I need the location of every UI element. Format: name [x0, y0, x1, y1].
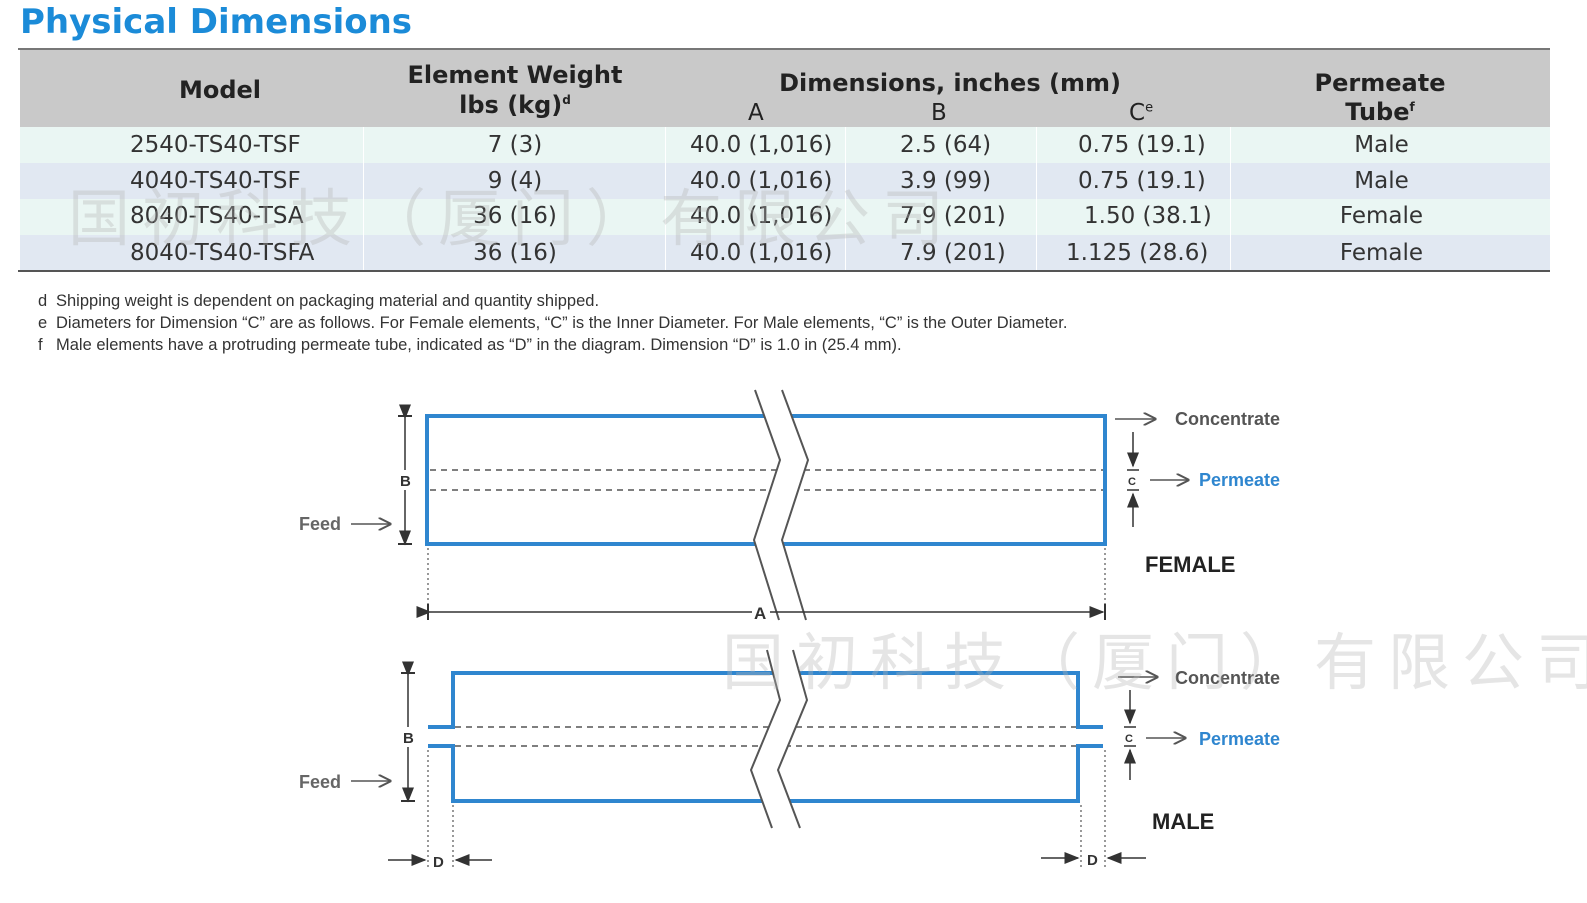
- cell-tube: Male: [1354, 168, 1409, 194]
- footnote-e: e Diameters for Dimension “C” are as foll…: [38, 314, 1068, 332]
- cell-dim-b: 2.5 (64): [900, 132, 992, 158]
- cell-dim-b: 7.9 (201): [900, 240, 1006, 266]
- page-title: Physical Dimensions: [20, 2, 413, 42]
- cell-weight: 9 (4): [487, 168, 543, 194]
- cell-model: 2540-TS40-TSF: [130, 132, 301, 158]
- male-dim-d-left-label: D: [433, 854, 444, 871]
- title-divider: [18, 48, 1550, 50]
- male-feed-label: Feed: [299, 772, 341, 792]
- cell-tube: Male: [1354, 132, 1409, 158]
- male-dim-c-label: C: [1125, 733, 1133, 745]
- footnote-f: f Male elements have a protruding permeat…: [38, 336, 902, 354]
- cell-dim-c: 0.75 (19.1): [1078, 168, 1206, 194]
- cell-dim-a: 40.0 (1,016): [690, 203, 833, 229]
- male-dim-d-right-label: D: [1087, 852, 1098, 869]
- female-concentrate-label: Concentrate: [1175, 409, 1280, 429]
- cell-dim-b: 3.9 (99): [900, 168, 992, 194]
- cell-dim-a: 40.0 (1,016): [690, 168, 833, 194]
- female-feed-label: Feed: [299, 514, 341, 534]
- female-element: [425, 389, 1107, 621]
- column-separator: [1230, 127, 1231, 272]
- female-dim-c-label: C: [1128, 476, 1136, 488]
- male-concentrate-label: Concentrate: [1175, 668, 1280, 688]
- male-permeate-label: Permeate: [1199, 729, 1280, 749]
- footnote-d: d Shipping weight is dependent on packagi…: [38, 292, 600, 310]
- cell-model: 8040-TS40-TSA: [130, 203, 304, 229]
- header-weight-line1: Element Weight: [407, 61, 623, 89]
- male-label: MALE: [1152, 809, 1214, 834]
- cell-weight: 36 (16): [473, 240, 557, 266]
- cell-dim-c: 1.50 (38.1): [1084, 203, 1212, 229]
- male-dim-b-label: B: [403, 730, 414, 747]
- column-separator: [845, 127, 846, 272]
- female-dim-b-label: B: [400, 473, 411, 490]
- header-weight-line2: lbs (kg)d: [459, 91, 571, 119]
- column-separator: [665, 127, 666, 272]
- cell-dim-a: 40.0 (1,016): [690, 240, 833, 266]
- table-header: Model Element Weight lbs (kg)d Dimension…: [20, 50, 1550, 127]
- header-tube-line2: Tubef: [1345, 98, 1415, 126]
- table-bottom-rule: [18, 270, 1550, 272]
- header-dim-b: B: [931, 100, 947, 126]
- header-tube-line1: Permeate: [1314, 69, 1446, 97]
- table-row: 8040-TS40-TSFA 36 (16) 40.0 (1,016) 7.9 …: [20, 235, 1550, 271]
- cell-model: 8040-TS40-TSFA: [130, 240, 315, 266]
- column-separator: [363, 127, 364, 272]
- header-dim-a: A: [748, 100, 764, 126]
- female-label: FEMALE: [1145, 552, 1235, 577]
- column-separator: [1036, 127, 1037, 272]
- cell-dim-c: 1.125 (28.6): [1066, 240, 1209, 266]
- cell-dim-c: 0.75 (19.1): [1078, 132, 1206, 158]
- table-row: 2540-TS40-TSF 7 (3) 40.0 (1,016) 2.5 (64…: [20, 127, 1550, 163]
- cell-weight: 36 (16): [473, 203, 557, 229]
- cell-model: 4040-TS40-TSF: [130, 168, 301, 194]
- header-dimensions: Dimensions, inches (mm): [779, 69, 1121, 97]
- header-model: Model: [178, 76, 262, 104]
- male-element: [428, 649, 1103, 829]
- table-row: 8040-TS40-TSA 36 (16) 40.0 (1,016) 7.9 (…: [20, 199, 1550, 235]
- cell-tube: Female: [1339, 203, 1424, 229]
- cell-dim-a: 40.0 (1,016): [690, 132, 833, 158]
- cell-weight: 7 (3): [487, 132, 543, 158]
- cell-tube: Female: [1339, 240, 1424, 266]
- female-permeate-label: Permeate: [1199, 470, 1280, 490]
- dim-a-label: A: [754, 604, 766, 623]
- cell-dim-b: 7.9 (201): [900, 203, 1006, 229]
- header-dim-c: Ce: [1129, 100, 1154, 126]
- table-row: 4040-TS40-TSF 9 (4) 40.0 (1,016) 3.9 (99…: [20, 163, 1550, 199]
